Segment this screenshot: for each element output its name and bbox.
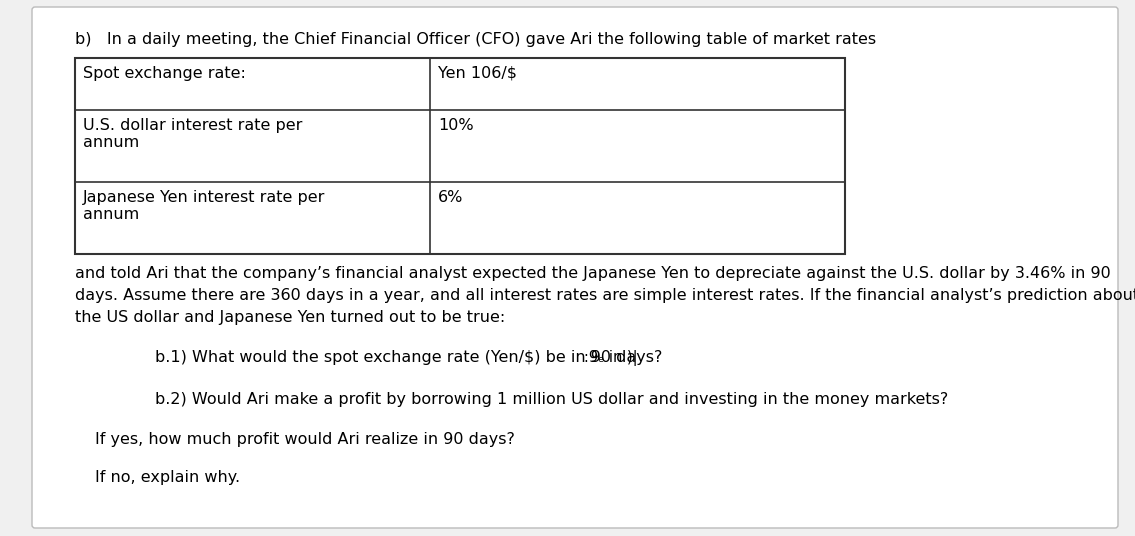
Text: and told Ari that the company’s financial analyst expected the Japanese Yen to d: and told Ari that the company’s financia… [75,266,1111,281]
Bar [75,58,844,254]
Text: 6%: 6% [438,190,463,205]
Text: the US dollar and Japanese Yen turned out to be true:: the US dollar and Japanese Yen turned ou… [75,310,505,325]
Text: If yes, how much profit would Ari realize in 90 days?: If yes, how much profit would Ari realiz… [95,432,515,447]
Text: b.1) What would the spot exchange rate (Yen/$) be in 90 days?: b.1) What would the spot exchange rate (… [155,350,663,365]
Text: Spot exchange rate:: Spot exchange rate: [83,66,246,81]
Text: b)   In a daily meeting, the Chief Financial Officer (CFO) gave Ari the followin: b) In a daily meeting, the Chief Financi… [75,32,876,47]
Text: Yen 106/$: Yen 106/$ [438,66,518,81]
Text: 10%: 10% [438,118,473,133]
Text: :9ₑ in )|: :9ₑ in )| [570,350,638,366]
Text: Japanese Yen interest rate per
annum: Japanese Yen interest rate per annum [83,190,326,222]
Text: U.S. dollar interest rate per
annum: U.S. dollar interest rate per annum [83,118,302,151]
Text: If no, explain why.: If no, explain why. [95,470,241,485]
Text: b.2) Would Ari make a profit by borrowing 1 million US dollar and investing in t: b.2) Would Ari make a profit by borrowin… [155,392,948,407]
FancyBboxPatch shape [32,7,1118,528]
Text: days. Assume there are 360 days in a year, and all interest rates are simple int: days. Assume there are 360 days in a yea… [75,288,1135,303]
